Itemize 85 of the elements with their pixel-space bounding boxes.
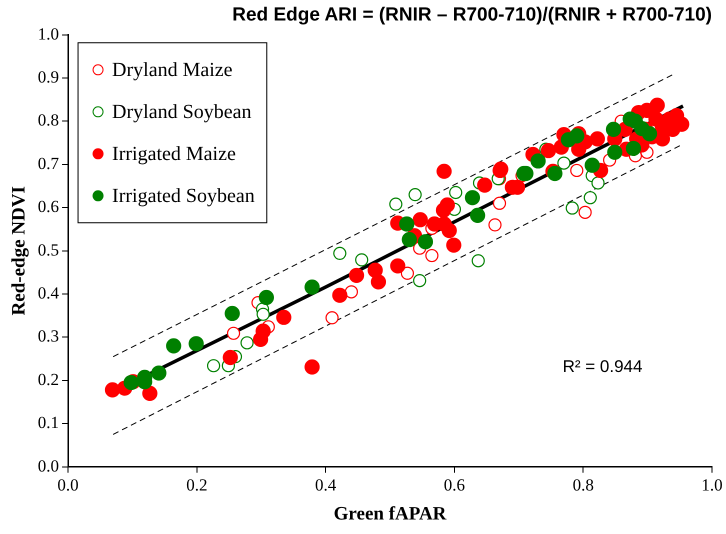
y-tick-label: 0.1 <box>38 413 60 432</box>
point <box>570 164 584 178</box>
point <box>166 338 182 354</box>
point <box>276 310 292 325</box>
point <box>492 196 506 210</box>
point <box>399 216 414 232</box>
point <box>151 365 166 381</box>
point <box>557 156 570 170</box>
y-tick-label: 0.0 <box>38 456 60 476</box>
point <box>642 126 658 142</box>
y-tick-label: 0.3 <box>38 326 60 346</box>
y-tick-label: 0.4 <box>38 283 60 302</box>
point <box>584 191 597 204</box>
point <box>578 206 592 219</box>
point <box>408 188 422 202</box>
point <box>530 153 546 169</box>
y-tick-label: 0.8 <box>38 110 60 130</box>
point <box>540 142 556 158</box>
x-tick-label: 0.6 <box>444 475 466 494</box>
point <box>418 234 434 250</box>
point <box>332 288 348 303</box>
y-tick-label: 0.9 <box>38 67 60 86</box>
x-tick-label: 1.0 <box>701 475 723 494</box>
y-tick-label: 0.2 <box>38 370 60 389</box>
chart-title: Red Edge ARI = (RNIR – R700-710)/(RNIR + R700-710) <box>232 4 712 26</box>
point <box>584 158 600 173</box>
point <box>390 258 406 274</box>
point <box>449 186 462 200</box>
point <box>446 238 462 253</box>
point <box>222 350 238 366</box>
legend-label: Irrigated Soybean <box>112 185 255 208</box>
point <box>256 324 271 339</box>
point <box>425 248 438 262</box>
point <box>188 336 204 352</box>
y-tick-label: 1.0 <box>38 24 60 44</box>
legend-label: Irrigated Maize <box>112 143 236 166</box>
y-tick-label: 0.6 <box>38 197 60 216</box>
y-axis-title: Red-edge NDVI <box>8 186 30 316</box>
point <box>402 232 417 248</box>
point <box>258 290 274 306</box>
point <box>566 201 579 215</box>
point <box>256 308 270 321</box>
point <box>412 212 428 228</box>
point <box>571 142 586 157</box>
point <box>304 279 320 295</box>
point <box>240 336 254 350</box>
point <box>348 268 364 284</box>
x-tick-label: 0.4 <box>315 475 337 494</box>
point <box>142 386 158 401</box>
point <box>304 359 320 375</box>
point <box>440 197 455 213</box>
point <box>488 218 502 232</box>
x-tick-label: 0.2 <box>186 475 208 494</box>
point <box>325 311 339 324</box>
point <box>370 274 386 290</box>
point <box>590 131 605 147</box>
point <box>464 190 480 206</box>
point <box>224 306 240 322</box>
point <box>226 326 240 340</box>
point <box>104 382 120 398</box>
point <box>472 254 485 268</box>
point <box>442 222 457 238</box>
point <box>606 122 622 138</box>
x-axis-title: Green fAPAR <box>334 504 447 525</box>
legend-label: Dryland Soybean <box>112 101 252 124</box>
point <box>413 274 426 288</box>
point <box>654 131 670 147</box>
point <box>607 144 622 160</box>
y-tick-label: 0.5 <box>38 240 60 260</box>
y-tick-label: 0.7 <box>38 154 60 173</box>
point <box>436 164 452 179</box>
x-tick-label: 0.8 <box>572 475 594 494</box>
legend-label: Dryland Maize <box>112 59 233 82</box>
point <box>626 140 642 156</box>
point <box>477 178 492 193</box>
point <box>368 262 383 278</box>
point <box>389 198 402 211</box>
point <box>355 253 368 266</box>
point <box>470 208 486 223</box>
point <box>333 246 346 260</box>
point <box>650 98 665 113</box>
x-tick-label: 0.0 <box>57 475 79 494</box>
point <box>591 176 605 190</box>
point <box>206 359 220 372</box>
annotation: R² = 0.944 <box>562 357 642 376</box>
